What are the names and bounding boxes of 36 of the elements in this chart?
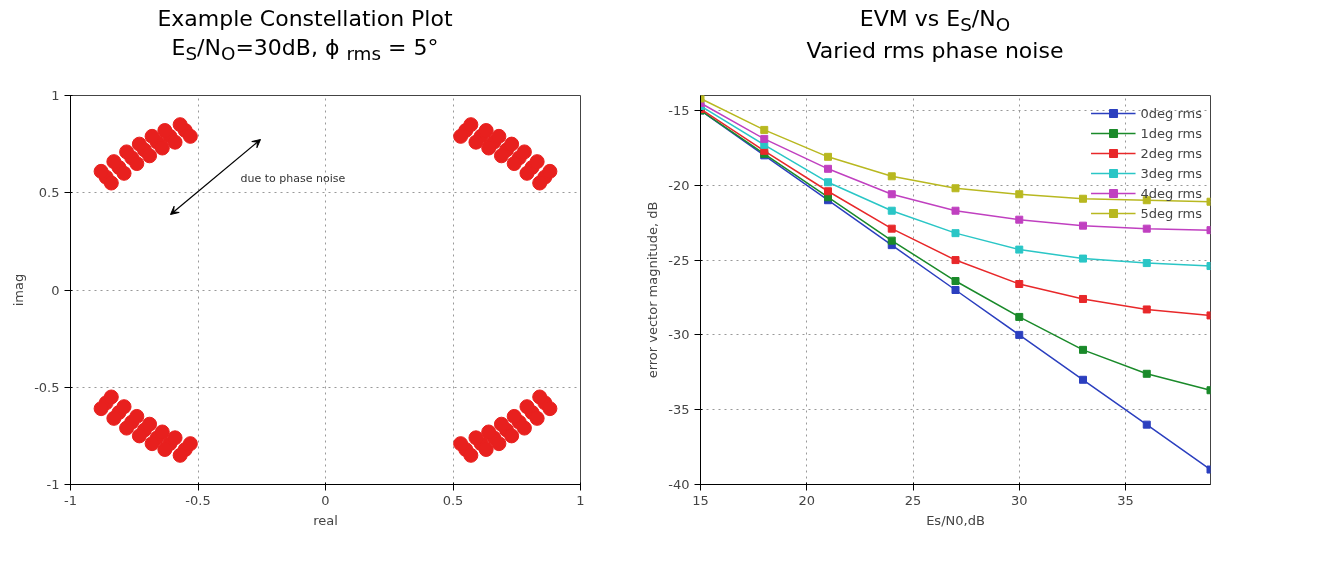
legend-label: 3deg rms [1140,165,1202,181]
x-tick-label: 25 [904,492,922,508]
x-tick-label: 20 [798,492,816,508]
y-tick-label: 1 [51,88,60,103]
x-axis-title: real [313,512,338,528]
x-tick-label: 35 [1117,492,1134,508]
legend-label: 5deg rms [1140,205,1202,221]
y-tick-label: -20 [668,177,690,193]
y-tick-label: -30 [668,327,690,343]
y-tick-label: -35 [668,402,690,418]
x-tick-label: 15 [692,492,709,508]
x-tick-label: 0.5 [442,492,464,508]
legend-label: 0deg rms [1140,105,1202,121]
y-tick-label: -1 [46,477,60,492]
chart-subtitle: E$_{S}$/N$_{O}$=30dB, ϕ $_{rms}$ = 5° [171,34,439,64]
chart-subtitle: Varied rms phase noise [806,38,1064,64]
y-tick-label: -40 [668,477,690,492]
x-tick-label: 1 [576,492,585,508]
legend-label: 2deg rms [1140,145,1202,161]
chart-title: EVM vs E$_{S}$/N$_{O}$ [859,6,1011,36]
y-tick-label: -25 [668,252,690,268]
x-tick-label: 0 [321,492,330,508]
chart-title: Example Constellation Plot [157,6,453,31]
x-axis-title: Es/N0,dB [926,512,985,528]
annotation: due to phase noise [240,171,346,185]
y-tick-label: 0 [51,282,60,298]
x-tick-label: -1 [64,492,77,508]
y-axis-title: error vector magnitude, dB [645,201,661,379]
y-axis-title: imag [11,273,27,307]
x-tick-label: 30 [1010,492,1028,508]
y-tick-label: -0.5 [34,379,60,395]
y-tick-label: -15 [668,102,690,118]
x-tick-label: -0.5 [185,492,211,508]
legend-label: 4deg rms [1140,185,1202,201]
y-tick-label: 0.5 [38,185,60,201]
legend-label: 1deg rms [1140,125,1202,141]
